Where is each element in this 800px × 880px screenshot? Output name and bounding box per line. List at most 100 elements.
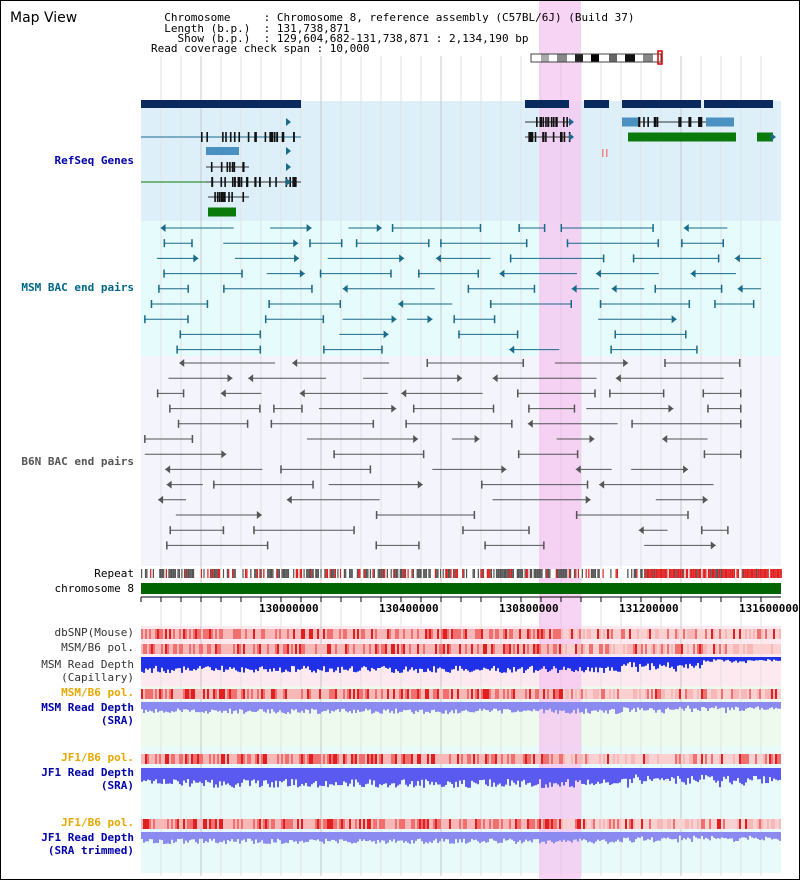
jf1-trimmed-depth-bar — [309, 832, 311, 840]
msm-sra-depth-bar — [367, 702, 369, 711]
jf1-sra-depth-bar — [465, 768, 467, 787]
dbsnp-heat — [501, 629, 503, 639]
jf1-b6-pol-heat — [647, 754, 649, 764]
gene-exon — [269, 177, 271, 187]
jf1-b6-pol-trimmed-heat — [411, 819, 413, 829]
jf1-trimmed-depth-bar — [659, 832, 661, 841]
msm-sra-depth-bar — [423, 702, 425, 714]
dbsnp-heat — [705, 629, 707, 639]
dbsnp-heat — [385, 629, 387, 639]
repeat-feature — [631, 569, 633, 578]
jf1-b6-pol-trimmed-heat — [171, 819, 173, 829]
jf1-sra-depth-bar — [631, 768, 633, 784]
jf1-b6-pol-heat — [715, 754, 717, 764]
msm-b6-pol-sra-heat — [621, 689, 623, 699]
gene-exon — [563, 132, 566, 142]
gene-exon — [224, 192, 226, 202]
msm-capillary-depth-bar — [249, 657, 251, 670]
dbsnp-heat — [187, 629, 189, 639]
repeat-feature — [233, 569, 235, 578]
axis-tick-label: 131600000 — [739, 602, 799, 615]
jf1-b6-pol-trimmed-heat — [669, 819, 671, 829]
dbsnp-heat — [779, 629, 781, 639]
msm-sra-depth-bar — [399, 702, 401, 712]
jf1-b6-pol-heat — [777, 754, 779, 764]
track-label-msm-bac[interactable]: MSM BAC end pairs — [21, 281, 134, 294]
jf1-sra-depth-bar — [747, 768, 749, 779]
msm-b6-pol-sra-heat — [477, 689, 479, 699]
track-label-b6n-bac[interactable]: B6N BAC end pairs — [21, 455, 134, 468]
jf1-b6-pol-trimmed-heat — [307, 819, 309, 829]
repeat-feature — [520, 569, 522, 578]
b6n-bac-pair-end — [599, 480, 605, 489]
dbsnp-heat — [431, 629, 433, 639]
msm-capillary-depth-bar — [555, 657, 557, 669]
jf1-sra-depth-bar — [323, 768, 325, 787]
jf1-trimmed-depth-bar — [671, 832, 673, 840]
jf1-b6-pol-heat — [665, 754, 667, 764]
msm-capillary-depth-bar — [293, 657, 295, 667]
dbsnp-heat — [299, 629, 301, 639]
jf1-trimmed-depth-bar — [733, 832, 735, 842]
jf1-sra-depth-bar — [319, 768, 321, 786]
jf1-sra-depth-bar — [713, 768, 715, 781]
jf1-b6-pol-trimmed-heat — [481, 819, 483, 829]
msm-capillary-depth-bar — [553, 657, 555, 667]
jf1-trimmed-depth-bar — [583, 832, 585, 840]
jf1-trimmed-depth-bar — [437, 832, 439, 844]
dbsnp-heat — [321, 629, 323, 639]
msm-sra-depth-bar — [413, 702, 415, 714]
msm-b6-pol-sra-heat — [731, 689, 733, 699]
jf1-b6-pol-heat — [487, 754, 489, 764]
jf1-trimmed-depth-bar — [347, 832, 349, 843]
track-label-refseq[interactable]: RefSeq Genes — [54, 154, 134, 167]
jf1-trimmed-depth-bar — [623, 832, 625, 838]
repeat-feature — [701, 569, 703, 578]
msm-b6-pol-heat — [641, 644, 643, 654]
msm-b6-pol-sra-heat — [631, 689, 633, 699]
jf1-b6-pol-heat — [197, 754, 199, 764]
msm-b6-pol-heat — [495, 644, 497, 654]
jf1-b6-pol-trimmed-heat — [739, 819, 741, 829]
jf1-sra-depth-bar — [429, 768, 431, 785]
dbsnp-heat — [403, 629, 405, 639]
msm-b6-pol-sra-heat — [627, 689, 629, 699]
repeat-feature — [655, 569, 658, 578]
jf1-trimmed-depth-bar — [613, 832, 615, 843]
repeat-feature — [720, 569, 723, 578]
jf1-b6-pol-trimmed-heat — [483, 819, 485, 829]
jf1-b6-pol-trimmed-heat — [157, 819, 159, 829]
msm-b6-pol-heat — [763, 644, 765, 654]
repeat-feature — [150, 569, 152, 578]
b6n-bac-pair-end — [220, 389, 226, 398]
msm-bac-pair-end — [323, 345, 325, 354]
jf1-trimmed-depth-bar — [579, 832, 581, 839]
jf1-sra-depth-bar — [729, 768, 731, 783]
jf1-sra-depth-bar — [213, 768, 215, 788]
msm-b6-pol-sra-heat — [517, 689, 519, 699]
repeat-feature — [336, 569, 338, 578]
msm-bac-pair-end — [453, 315, 455, 324]
jf1-b6-pol-trimmed-heat — [473, 819, 475, 829]
msm-sra-depth-bar — [199, 702, 201, 713]
repeat-feature — [762, 569, 764, 578]
msm-capillary-depth-bar — [717, 657, 719, 660]
jf1-b6-pol-heat — [203, 754, 205, 764]
msm-sra-depth-bar — [215, 702, 217, 711]
msm-sra-depth-bar — [267, 702, 269, 710]
repeat-feature — [199, 569, 201, 578]
jf1-b6-pol-trimmed-heat — [631, 819, 633, 829]
dbsnp-heat — [553, 629, 555, 639]
msm-b6-pol-sra-heat — [535, 689, 537, 699]
jf1-b6-pol-heat — [477, 754, 479, 764]
msm-capillary-depth-bar — [221, 657, 223, 666]
dbsnp-heat — [317, 629, 319, 639]
msm-b6-pol-sra-heat — [321, 689, 323, 699]
jf1-trimmed-depth-bar — [417, 832, 419, 839]
msm-b6-pol-sra-heat — [613, 689, 615, 699]
chromosome-ideogram[interactable] — [530, 53, 662, 63]
jf1-b6-pol-heat — [269, 754, 271, 764]
jf1-trimmed-depth-bar — [767, 832, 769, 838]
msm-b6-pol-heat — [279, 644, 281, 654]
